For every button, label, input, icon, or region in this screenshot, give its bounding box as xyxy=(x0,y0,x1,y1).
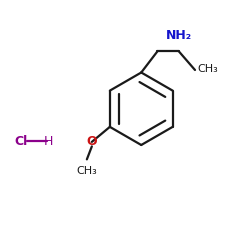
Text: O: O xyxy=(86,136,97,148)
Text: H: H xyxy=(44,135,54,148)
Text: CH₃: CH₃ xyxy=(76,166,97,176)
Text: CH₃: CH₃ xyxy=(198,64,218,74)
Text: Cl: Cl xyxy=(14,135,28,148)
Text: NH₂: NH₂ xyxy=(166,28,192,42)
